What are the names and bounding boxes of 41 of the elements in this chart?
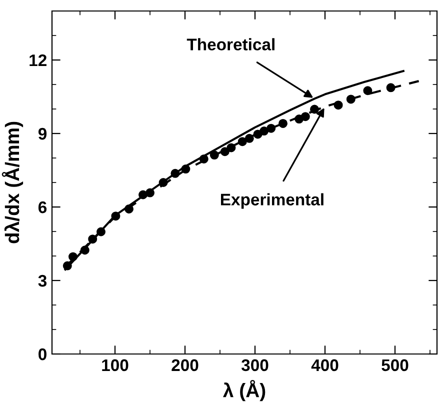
y-axis-title: dλ/dx (Å/mm) bbox=[2, 122, 24, 244]
point bbox=[238, 137, 247, 146]
point bbox=[278, 118, 288, 128]
point bbox=[210, 150, 219, 160]
point bbox=[386, 83, 396, 92]
point bbox=[170, 168, 180, 178]
annotation: Experimental bbox=[221, 193, 324, 209]
point bbox=[181, 164, 190, 174]
annotation: Theoretical bbox=[186, 38, 274, 50]
x-tick-label: 200 bbox=[172, 359, 198, 372]
point bbox=[199, 154, 208, 164]
point bbox=[146, 188, 154, 198]
y-tick-label: 6 bbox=[38, 201, 47, 214]
point bbox=[334, 100, 343, 110]
point bbox=[68, 252, 78, 262]
y-tick-label: 0 bbox=[38, 348, 46, 360]
point bbox=[260, 126, 269, 136]
point bbox=[310, 104, 319, 114]
point bbox=[363, 86, 372, 96]
point bbox=[220, 147, 230, 156]
x-tick-label: 400 bbox=[311, 359, 338, 372]
point bbox=[244, 134, 254, 143]
x-tick-label: 300 bbox=[241, 359, 268, 372]
y-tick-label: 3 bbox=[38, 274, 47, 287]
point bbox=[88, 234, 98, 244]
point bbox=[62, 261, 72, 270]
point bbox=[96, 227, 106, 236]
y-tick-label: 9 bbox=[38, 128, 47, 140]
y-tick-label: 12 bbox=[30, 54, 46, 66]
x-tick-label: 500 bbox=[382, 359, 408, 372]
point bbox=[138, 190, 148, 200]
x-tick-label: 100 bbox=[102, 359, 128, 372]
point bbox=[346, 94, 356, 104]
point bbox=[80, 246, 90, 255]
point bbox=[124, 204, 134, 214]
point bbox=[158, 178, 168, 187]
x-axis-title: λ (Å) bbox=[222, 380, 266, 402]
point bbox=[266, 124, 276, 133]
point bbox=[300, 112, 310, 122]
point bbox=[111, 212, 120, 221]
point bbox=[226, 143, 236, 152]
